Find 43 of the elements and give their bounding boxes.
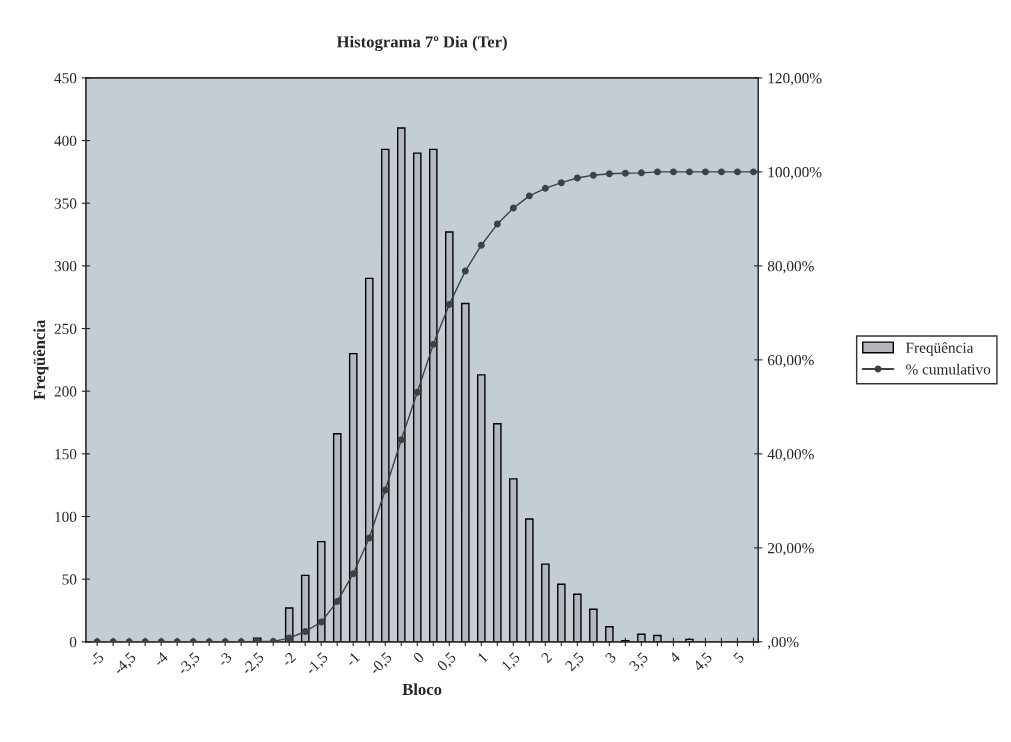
x-tick-label: -5 xyxy=(88,651,105,668)
x-tick-label: -1 xyxy=(345,651,361,667)
x-tick-label: 4 xyxy=(668,651,681,664)
y-tick-label: 450 xyxy=(54,73,77,84)
x-tick-label: 0,5 xyxy=(436,651,459,674)
y-tick-label: 50 xyxy=(62,574,77,585)
y2-tick-label: 60,00% xyxy=(767,355,814,368)
x-tick-label: 4,5 xyxy=(692,651,715,674)
y-tick-label: 300 xyxy=(54,261,77,272)
y-tick-label: 400 xyxy=(54,135,77,147)
x-tick-label: 1 xyxy=(477,651,489,663)
x-tick-label: -1,5 xyxy=(304,651,330,677)
y2-tick-label: 40,00% xyxy=(767,449,814,462)
x-tick-label: 5 xyxy=(733,651,745,664)
x-tick-label: -2 xyxy=(280,651,297,667)
x-tick-label: 1,5 xyxy=(501,651,523,673)
chart-title: Histograma 7º Dia (Ter) xyxy=(336,35,507,52)
legend-label: Freqüência xyxy=(905,342,974,357)
y-tick-label: 200 xyxy=(54,386,77,397)
x-tick-label: 2,5 xyxy=(564,651,587,674)
x-tick-label: -4 xyxy=(152,651,169,667)
y-tick-label: 350 xyxy=(54,198,77,209)
x-tick-label: -4,5 xyxy=(112,651,138,677)
x-axis-title: Bloco xyxy=(402,683,442,696)
x-tick-label: 3,5 xyxy=(628,651,651,673)
x-tick-label: 3 xyxy=(604,651,617,664)
y2-tick-label: 120,00% xyxy=(768,73,822,86)
y-tick-label: 150 xyxy=(55,449,77,460)
x-tick-label: 0 xyxy=(412,651,425,664)
x-tick-label: 2 xyxy=(540,651,553,664)
legend-label: % cumulativo xyxy=(906,363,991,375)
x-tick-label: -2,5 xyxy=(240,651,266,677)
y2-tick-label: 20,00% xyxy=(767,542,814,556)
x-tick-label: -0,5 xyxy=(368,651,395,677)
y2-tick-label: ,00% xyxy=(767,636,799,650)
y-tick-label: 100 xyxy=(55,511,77,522)
y-tick-label: 0 xyxy=(69,636,77,648)
y-axis-title: Freqüência xyxy=(33,320,49,400)
x-tick-label: -3 xyxy=(216,651,233,668)
y2-tick-label: 100,00% xyxy=(768,167,822,180)
y2-tick-label: 80,00% xyxy=(767,261,814,274)
x-tick-label: -3,5 xyxy=(176,651,202,677)
y-tick-label: 250 xyxy=(54,323,77,334)
